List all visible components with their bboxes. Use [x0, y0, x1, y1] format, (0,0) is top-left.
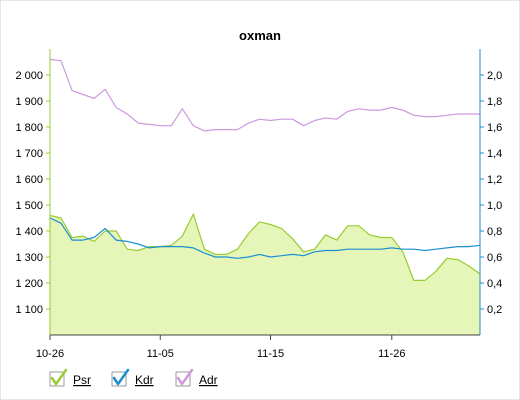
x-tick-label: 11-15 — [257, 348, 284, 360]
y-left-tick-label: 1 900 — [15, 96, 43, 108]
legend: Psr Kdr Adr — [49, 368, 218, 387]
y-right-tick-label: 1,4 — [487, 148, 502, 160]
y-left-tick-label: 1 700 — [15, 148, 43, 160]
y-left-tick-label: 1 200 — [15, 278, 43, 290]
y-left-tick-label: 1 400 — [15, 226, 43, 238]
plot-layer — [49, 58, 481, 335]
y-right-tick-label: 1,8 — [487, 96, 502, 108]
y-right-tick-label: 1,2 — [487, 174, 502, 186]
x-tick-label: 10-26 — [36, 348, 64, 360]
series-kdr-line — [49, 217, 481, 259]
y-right-tick-label: 0,4 — [487, 278, 502, 290]
y-left-tick-label: 1 100 — [15, 304, 43, 316]
chart-title: oxman — [239, 28, 281, 43]
y-right-tick-label: 0,8 — [487, 226, 502, 238]
legend-check-icon-adr — [176, 368, 194, 386]
y-right-tick-label: 1,6 — [487, 122, 502, 134]
y-left-tick-label: 1 500 — [15, 200, 43, 212]
x-tick-label: 11-05 — [147, 348, 174, 360]
y-left-tick-label: 2 000 — [15, 70, 43, 82]
y-left-tick-label: 1 600 — [15, 174, 43, 186]
y-right-tick-label: 0,6 — [487, 252, 502, 264]
series-psr-line — [49, 213, 481, 281]
legend-label-kdr: Kdr — [135, 373, 154, 387]
y-right-tick-label: 2,0 — [487, 70, 502, 82]
x-tick-label: 11-26 — [378, 348, 405, 360]
legend-check-icon-psr — [50, 368, 68, 386]
y-right-tick-label: 0,2 — [487, 304, 502, 316]
legend-check-icon-kdr — [112, 368, 130, 386]
legend-label-psr: Psr — [73, 373, 91, 387]
y-left-tick-label: 1 300 — [15, 252, 43, 264]
axis-layer: 1 100 1 200 1 300 1 400 1 500 1 600 1 700 1 800… — [15, 49, 502, 360]
y-left-tick-label: 1 800 — [15, 122, 43, 134]
legend-label-adr: Adr — [199, 373, 218, 387]
series-psr-area — [50, 214, 480, 335]
series-adr-line — [49, 58, 480, 132]
y-right-tick-label: 1,0 — [487, 200, 502, 212]
